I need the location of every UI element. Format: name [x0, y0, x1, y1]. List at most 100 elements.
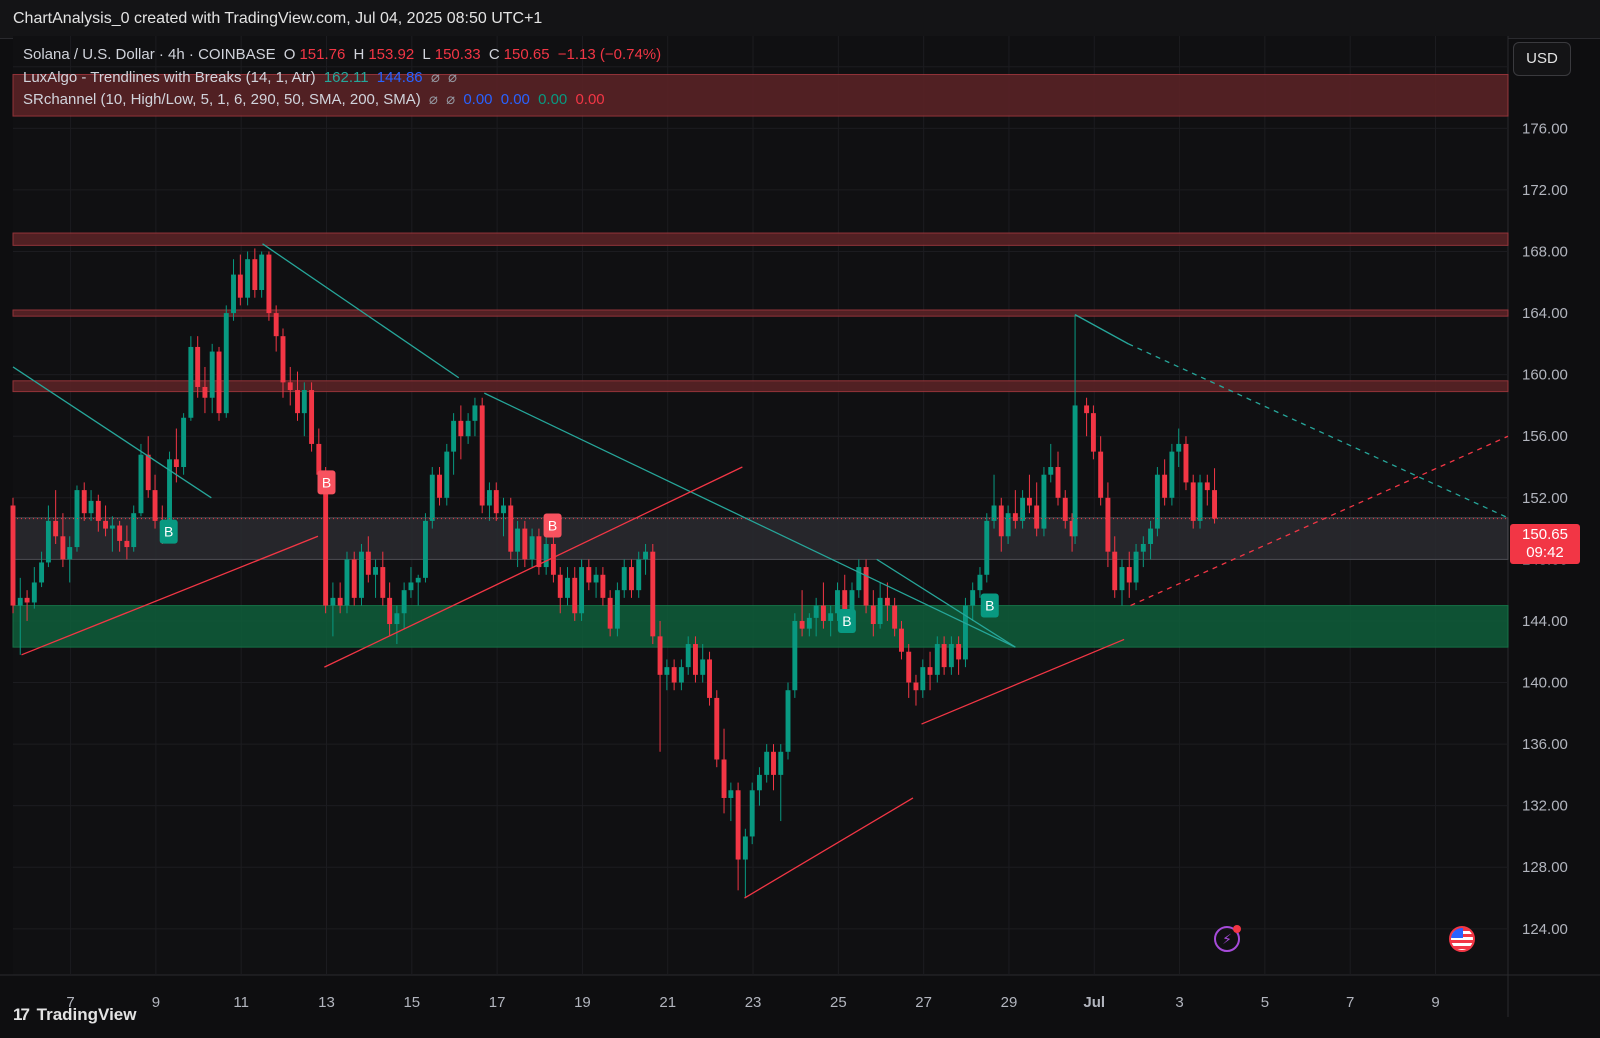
up-trendline	[744, 797, 914, 899]
resistance-zone	[12, 73, 1509, 117]
x-tick-label: 17	[489, 994, 506, 1011]
candle-body	[88, 500, 94, 514]
candle-body	[266, 254, 272, 314]
candle-body	[24, 597, 30, 603]
us-flag-icon[interactable]	[1449, 926, 1475, 952]
candle-body	[429, 474, 435, 521]
candle-body	[856, 567, 862, 591]
candle-body	[565, 577, 570, 598]
candle-body	[301, 390, 307, 414]
candle-body	[401, 590, 407, 614]
candle-body	[1119, 567, 1125, 591]
candle-body	[1034, 505, 1040, 529]
candle-body	[998, 505, 1004, 537]
up-trendline	[21, 535, 319, 656]
candle-body	[109, 525, 115, 529]
candle-body	[188, 346, 194, 418]
candle-body	[451, 420, 457, 452]
close-value: 150.65	[503, 46, 550, 63]
down-trendline	[876, 558, 1016, 648]
candle-body	[415, 577, 421, 583]
break-marker-label: B	[985, 598, 994, 614]
candle-body	[359, 551, 364, 598]
x-tick-label: 21	[659, 994, 676, 1011]
y-tick-label: 152.00	[1522, 490, 1568, 507]
candle-body	[259, 254, 265, 290]
tradingview-brand[interactable]: 17 TradingView	[13, 1005, 136, 1025]
bullish-break-marker	[159, 519, 178, 544]
y-tick-label: 128.00	[1522, 859, 1568, 876]
candle-body	[472, 405, 478, 421]
brand-text: TradingView	[36, 1005, 137, 1024]
candle-body	[742, 836, 748, 860]
down-trendline	[484, 392, 1016, 648]
candle-body	[764, 751, 770, 775]
y-tick-label: 140.00	[1522, 675, 1568, 692]
candle-body	[863, 567, 869, 606]
indicator2-name[interactable]: SRchannel (10, High/Low, 5, 1, 6, 290, 5…	[23, 91, 421, 108]
candle-body	[216, 351, 222, 414]
symbol-title[interactable]: Solana / U.S. Dollar · 4h · COINBASE	[23, 46, 276, 63]
hidden-eye-icon[interactable]: ⌀	[446, 91, 456, 108]
candle-body	[870, 605, 876, 625]
y-tick-label: 160.00	[1522, 367, 1568, 384]
candle-body	[202, 386, 208, 398]
candle-body	[849, 590, 855, 621]
resistance-zone	[12, 309, 1509, 317]
candle-body	[884, 597, 890, 606]
candle-body	[977, 574, 983, 591]
indicator1-value-2: 144.86	[376, 69, 423, 86]
candle-body	[479, 405, 485, 506]
candle-body	[394, 613, 400, 625]
bar-countdown: 09:42	[1526, 544, 1564, 561]
candle-body	[287, 382, 293, 391]
indicator1-name[interactable]: LuxAlgo - Trendlines with Breaks (14, 1,…	[23, 69, 316, 86]
x-tick-label: 29	[1001, 994, 1018, 1011]
x-tick-label: 9	[152, 994, 160, 1011]
y-tick-label: 156.00	[1522, 428, 1568, 445]
candle-body	[1190, 482, 1196, 521]
candle-body	[380, 567, 386, 598]
break-marker-label: B	[842, 613, 851, 629]
lightning-icon[interactable]: ⚡	[1214, 925, 1241, 952]
candle-body	[515, 528, 521, 552]
candle-body	[323, 474, 329, 606]
hidden-eye-icon[interactable]: ⌀	[428, 91, 438, 108]
candle-body	[316, 443, 322, 475]
candle-body	[10, 505, 16, 606]
candle-body	[657, 636, 663, 675]
candle-body	[173, 459, 179, 468]
candle-body	[309, 390, 315, 444]
x-tick-label: 27	[915, 994, 932, 1011]
hidden-eye-icon[interactable]: ⌀	[430, 69, 440, 86]
candle-body	[956, 644, 962, 660]
x-tick-label: 7	[66, 994, 74, 1011]
hidden-eye-icon[interactable]: ⌀	[448, 69, 458, 86]
y-tick-label: 124.00	[1522, 921, 1568, 938]
up-trendline	[324, 466, 743, 668]
up-trendline	[1130, 435, 1509, 607]
candle-body	[231, 274, 236, 314]
candle-body	[550, 543, 556, 575]
last-price-value: 150.65	[1522, 526, 1568, 543]
candle-body	[728, 790, 734, 798]
down-trendline	[1074, 314, 1129, 345]
candle-body	[1197, 482, 1203, 521]
candle-body	[67, 547, 73, 560]
candle-body	[756, 774, 762, 791]
candle-body	[1183, 443, 1189, 483]
candle-body	[31, 582, 37, 603]
candle-body	[344, 559, 350, 606]
x-tick-label: 13	[318, 994, 335, 1011]
candle-body	[365, 551, 371, 575]
currency-button[interactable]: USD	[1513, 42, 1571, 76]
candle-body	[835, 590, 840, 614]
candle-body	[1048, 467, 1054, 475]
candle-body	[1026, 497, 1032, 506]
candle-body	[735, 790, 741, 860]
candle-body	[387, 597, 393, 625]
resistance-zone	[12, 380, 1509, 393]
up-trendline	[921, 638, 1125, 725]
bearish-break-marker	[317, 470, 336, 495]
